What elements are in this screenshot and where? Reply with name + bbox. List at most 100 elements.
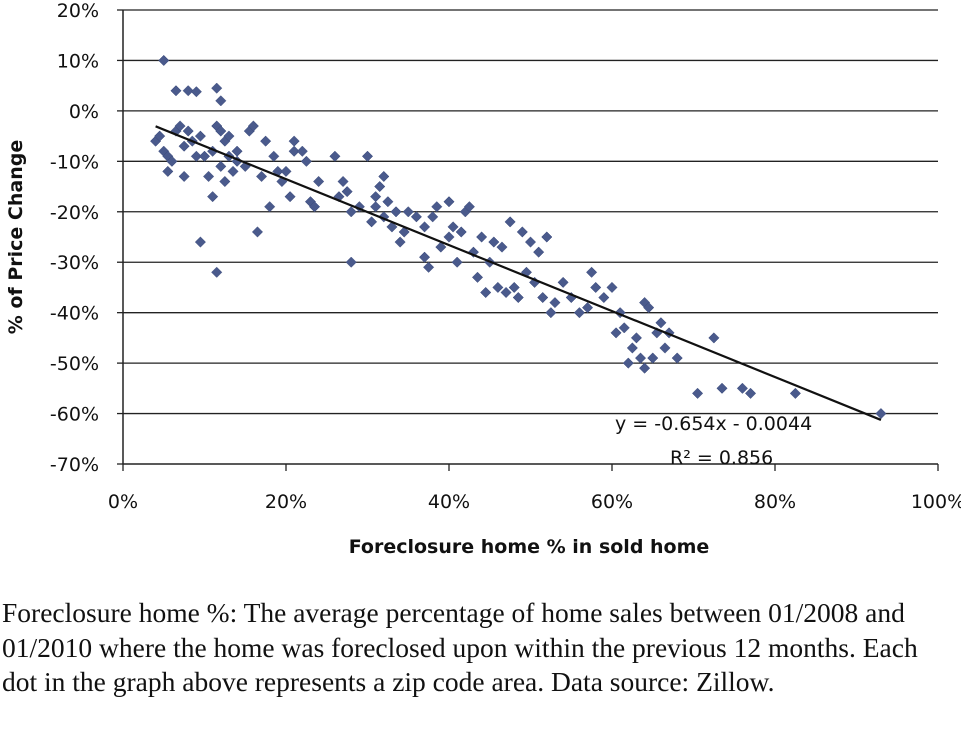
axes	[122, 10, 938, 465]
data-point	[598, 291, 610, 304]
data-point	[451, 256, 463, 268]
data-point	[260, 135, 272, 147]
data-point	[488, 236, 500, 248]
data-point	[211, 82, 223, 94]
data-point	[573, 307, 585, 319]
y-tick-label: -30%	[50, 252, 99, 274]
data-point	[264, 201, 276, 213]
data-point	[345, 256, 357, 268]
x-tick-label: 20%	[265, 491, 307, 513]
data-point	[496, 241, 508, 253]
data-point	[251, 226, 264, 238]
data-point	[606, 281, 618, 293]
data-point	[370, 201, 382, 213]
y-tick-label: -60%	[50, 404, 99, 426]
data-point	[166, 155, 178, 167]
data-point	[427, 211, 439, 223]
data-point	[255, 170, 268, 183]
y-tick-label: 10%	[57, 50, 99, 72]
data-point	[223, 130, 235, 142]
data-point	[162, 165, 174, 177]
data-point	[671, 352, 683, 364]
data-point	[296, 145, 308, 157]
data-point	[207, 191, 219, 203]
data-point	[516, 226, 528, 238]
data-point	[231, 145, 243, 157]
data-point	[447, 221, 459, 233]
y-tick-label: 20%	[57, 0, 99, 22]
grid-lines	[117, 9, 938, 465]
data-point	[480, 286, 492, 299]
data-point	[227, 165, 239, 177]
data-point	[492, 281, 504, 293]
data-point	[736, 382, 748, 394]
y-tick-label: -70%	[50, 454, 99, 476]
data-point	[402, 206, 414, 218]
data-point	[378, 170, 390, 183]
data-point	[300, 155, 312, 167]
data-point	[394, 236, 406, 248]
data-point	[626, 342, 638, 354]
data-point	[549, 297, 561, 309]
figure-caption: Foreclosure home %: The average percenta…	[2, 597, 918, 697]
data-point	[557, 276, 569, 288]
chart-container: 20% 10% 0% -10% -20% -30% -40% -50% -60% -70% 0% 2…	[5, 0, 961, 558]
trendline-equation: y = -0.654x - 0.0044	[615, 413, 812, 435]
data-point	[634, 352, 647, 364]
x-tick-label: 60%	[591, 491, 633, 513]
data-point	[744, 387, 757, 399]
x-axis-title: Foreclosure home % in sold home	[349, 536, 710, 558]
scatter-chart: 20%10%0%-10%-20%-30%-40%-50%-60%-70% 0% 2…	[5, 0, 961, 558]
data-points	[150, 54, 887, 420]
data-point	[541, 231, 553, 243]
data-point	[154, 130, 166, 142]
data-point	[190, 86, 202, 98]
data-point	[247, 120, 259, 132]
data-point	[655, 317, 667, 329]
data-point	[390, 206, 402, 218]
data-point	[875, 408, 887, 420]
data-point	[581, 302, 594, 314]
data-point	[219, 175, 231, 188]
data-point	[663, 327, 675, 339]
data-point	[455, 226, 467, 238]
data-point	[537, 291, 549, 304]
data-point	[590, 281, 602, 293]
data-point	[194, 236, 206, 248]
data-point	[586, 266, 598, 278]
data-point	[345, 206, 357, 218]
data-point	[643, 302, 655, 314]
y-tick-labels: 20% 10% 0% -10% -20% -30% -40% -50% -60% -70%	[50, 0, 99, 476]
data-point	[182, 85, 194, 97]
y-axis-title: % of Price Change	[5, 140, 27, 334]
data-point	[308, 201, 321, 213]
data-point	[341, 186, 353, 198]
data-point	[512, 291, 524, 304]
data-point	[288, 135, 300, 147]
data-point	[692, 387, 704, 399]
data-point	[435, 241, 447, 253]
data-point	[158, 54, 170, 66]
data-point	[280, 165, 292, 177]
data-point	[418, 251, 431, 263]
data-point	[337, 175, 349, 188]
y-tick-label: -10%	[50, 151, 99, 173]
data-point	[431, 201, 443, 213]
data-point	[508, 281, 520, 293]
data-point	[471, 271, 484, 283]
x-tick-label: 40%	[428, 491, 470, 513]
data-point	[618, 322, 630, 334]
data-point	[374, 181, 386, 193]
trendline-r-squared: R² = 0.856	[670, 447, 773, 469]
data-point	[716, 382, 728, 394]
x-tick-labels: 0% 20% 40% 60% 80% 100%	[108, 464, 961, 513]
data-point	[215, 95, 227, 107]
data-point	[215, 160, 227, 172]
data-point	[639, 362, 651, 374]
data-point	[313, 175, 325, 188]
y-tick-label: -40%	[50, 303, 99, 325]
data-point	[178, 170, 190, 183]
x-tick-label: 100%	[911, 491, 961, 513]
data-point	[194, 130, 206, 142]
data-point	[410, 211, 422, 223]
